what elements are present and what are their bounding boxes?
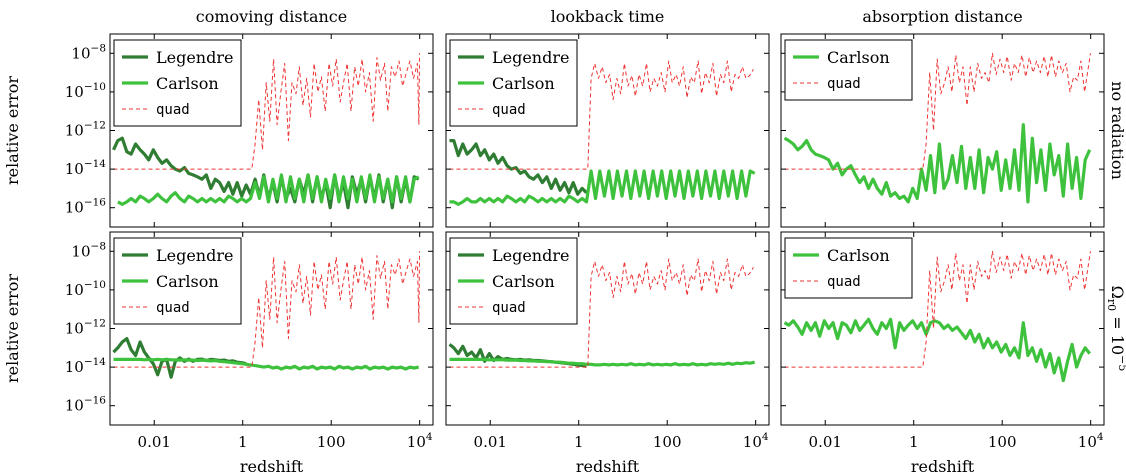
legend: Legendre Carlson quad: [114, 40, 241, 126]
legend-label: quad: [492, 300, 526, 316]
series-carlson-line: [785, 319, 1090, 380]
legend-label: Carlson: [492, 272, 555, 291]
column-title: comoving distance: [196, 7, 347, 26]
column-title: absorption distance: [862, 7, 1022, 26]
x-tick-label: 104: [407, 431, 433, 451]
legend-label: quad: [827, 76, 861, 92]
y-tick-label: 10−10: [65, 279, 106, 299]
y-tick-label: 10−14: [65, 158, 107, 178]
x-tick-label: 100: [317, 433, 346, 451]
x-axis-label: redshift: [911, 457, 975, 475]
series-legendre-line: [450, 141, 587, 195]
series-carlson-line: [450, 359, 755, 365]
x-tick-label: 0.01: [138, 433, 171, 451]
x-tick-label: 1: [238, 433, 248, 451]
legend-label: quad: [827, 274, 861, 290]
panel-2-2: 0.01 1 100 104 Legendre Carlson quad redshift: [446, 232, 769, 475]
x-axis-label: redshift: [240, 457, 304, 475]
x-tick-label: 1: [909, 433, 919, 451]
panel-1-1: 10−16 10−14 10−12 10−10 10−8 Legendre Carlson q…: [3, 7, 433, 227]
y-axis-label: relative error: [3, 76, 22, 185]
legend: Legendre Carlson quad: [114, 238, 241, 324]
legend: Legendre Carlson quad: [450, 40, 577, 126]
legend-label: Carlson: [156, 74, 219, 93]
panel-1-3: Carlson quad absorption distance: [781, 7, 1104, 227]
y-tick-label: 10−14: [65, 356, 107, 376]
legend-label: Carlson: [827, 48, 890, 67]
x-axis-label: redshift: [576, 457, 640, 475]
legend-label: Legendre: [492, 48, 569, 67]
y-tick-label: 10−8: [71, 42, 106, 62]
legend: Legendre Carlson quad: [450, 238, 577, 324]
x-tick-label: 1: [574, 433, 584, 451]
y-tick-label: 10−12: [65, 120, 106, 140]
legend-label: Legendre: [492, 246, 569, 265]
y-tick-label: 10−8: [71, 240, 106, 260]
legend-label: Carlson: [156, 272, 219, 291]
legend: Carlson quad: [785, 40, 912, 100]
legend-label: Carlson: [492, 74, 555, 93]
row-label-no-radiation: no radiation: [1108, 81, 1126, 180]
legend-label: Legendre: [156, 48, 233, 67]
x-tick-label: 104: [1078, 431, 1104, 451]
x-tick-label: 100: [988, 433, 1017, 451]
legend-label: quad: [156, 102, 190, 118]
y-tick-label: 10−16: [65, 395, 107, 415]
x-tick-label: 104: [743, 431, 769, 451]
x-tick-label: 0.01: [809, 433, 842, 451]
legend: Carlson quad: [785, 238, 912, 298]
series-carlson-line: [785, 125, 1090, 202]
legend-label: quad: [492, 102, 526, 118]
legend-label: Carlson: [827, 246, 890, 265]
column-title: lookback time: [551, 7, 665, 26]
y-tick-label: 10−16: [65, 197, 107, 217]
series-carlson-line: [450, 171, 755, 204]
panel-2-3: 0.01 1 100 104 Carlson quad redshift: [781, 232, 1104, 475]
y-axis-label: relative error: [3, 274, 22, 383]
x-tick-label: 0.01: [474, 433, 507, 451]
x-tick-label: 100: [653, 433, 682, 451]
y-tick-label: 10−10: [65, 81, 106, 101]
row-label-radiation: Ωr0 = 10−5: [1105, 286, 1126, 372]
panel-2-1: 0.01 1 100 104 10−16 10−14 10−12 10−10 10−8 Legen…: [3, 232, 433, 475]
legend-label: quad: [156, 300, 190, 316]
y-tick-label: 10−12: [65, 318, 106, 338]
panel-1-2: Legendre Carlson quad lookback time: [446, 7, 769, 227]
legend-label: Legendre: [156, 246, 233, 265]
